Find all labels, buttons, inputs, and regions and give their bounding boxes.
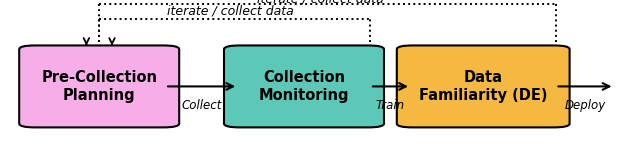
Text: Collect: Collect [181,99,222,112]
Text: Data
Familiarity (DE): Data Familiarity (DE) [419,70,547,103]
Text: iterate / collect data: iterate / collect data [167,5,294,18]
FancyBboxPatch shape [19,45,179,127]
Text: iterate / collect data: iterate / collect data [257,0,383,5]
Text: Train: Train [376,99,405,112]
FancyBboxPatch shape [397,45,570,127]
Text: Pre-Collection
Planning: Pre-Collection Planning [41,70,157,103]
FancyBboxPatch shape [224,45,384,127]
Text: Collection
Monitoring: Collection Monitoring [259,70,349,103]
Text: Deploy: Deploy [564,99,605,112]
